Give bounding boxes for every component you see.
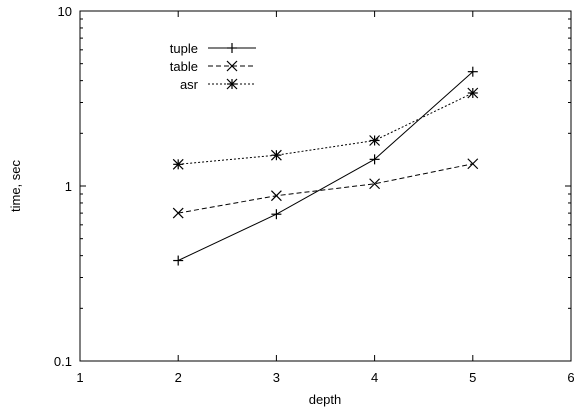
legend-marker-tuple bbox=[227, 43, 237, 53]
x-tick-label: 1 bbox=[76, 370, 83, 385]
data-point-table bbox=[369, 178, 381, 190]
x-tick-label: 4 bbox=[371, 370, 378, 385]
data-point-asr bbox=[172, 158, 184, 170]
series-line-tuple bbox=[177, 71, 474, 261]
x-tick-label: 6 bbox=[567, 370, 574, 385]
legend-label-tuple: tuple bbox=[170, 41, 198, 56]
data-point-tuple bbox=[369, 154, 380, 165]
legend-marker-asr bbox=[226, 78, 238, 90]
data-point-tuple bbox=[173, 255, 184, 266]
y-tick-label: 1 bbox=[65, 179, 72, 194]
legend-label-table: table bbox=[170, 59, 198, 74]
series-line-table bbox=[178, 163, 473, 214]
series-layer bbox=[172, 66, 479, 266]
data-point-tuple bbox=[467, 66, 478, 77]
data-point-asr bbox=[369, 135, 381, 146]
ticks-layer: 1 2 3 4 5 6 0.1 1 10 bbox=[54, 4, 575, 385]
data-point-table bbox=[467, 158, 479, 170]
y-tick-label: 10 bbox=[58, 4, 72, 19]
plot-frame bbox=[79, 10, 572, 362]
x-tick-label: 2 bbox=[175, 370, 182, 385]
data-point-asr bbox=[270, 149, 282, 161]
y-axis-label: time, sec bbox=[8, 159, 23, 212]
x-tick-label: 3 bbox=[273, 370, 280, 385]
data-point-table bbox=[270, 190, 282, 202]
data-point-table bbox=[172, 207, 184, 219]
x-tick-label: 5 bbox=[469, 370, 476, 385]
legend-label-asr: asr bbox=[180, 77, 199, 92]
data-point-tuple bbox=[271, 209, 282, 220]
legend: tuple table asr bbox=[170, 41, 256, 92]
series-line-asr bbox=[178, 92, 474, 165]
data-point-asr bbox=[467, 87, 479, 99]
x-axis-label: depth bbox=[309, 392, 342, 407]
legend-marker-table bbox=[226, 60, 238, 72]
y-tick-label: 0.1 bbox=[54, 354, 72, 369]
